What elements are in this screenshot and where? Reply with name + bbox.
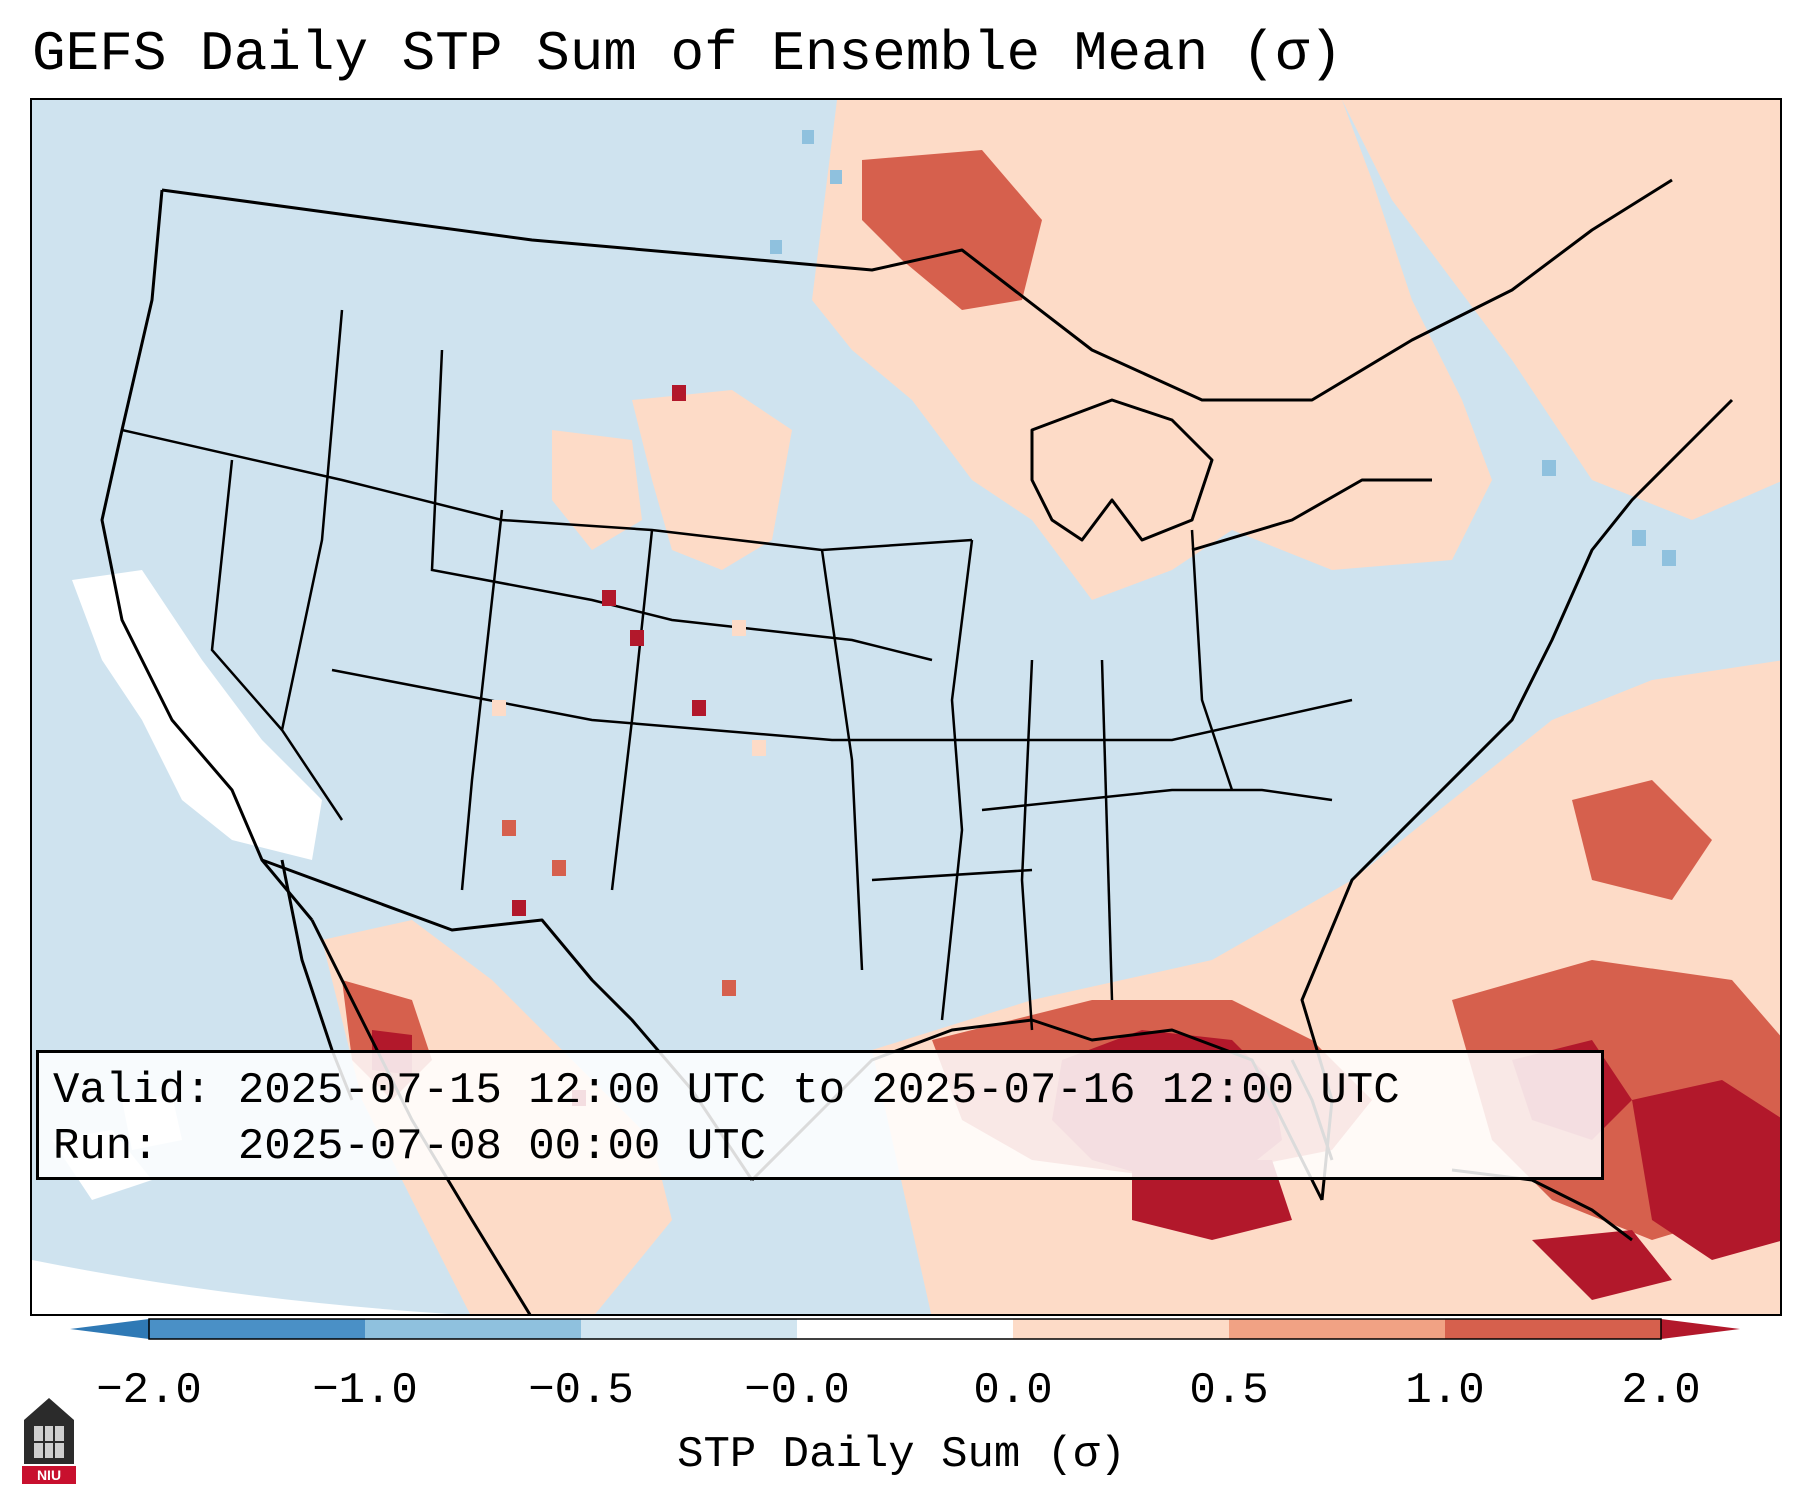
state-line-13	[1190, 529, 1234, 791]
region-northeast-canada	[1342, 100, 1780, 520]
map-title: GEFS Daily STP Sum of Ensemble Mean (σ)	[32, 22, 1343, 86]
colorbar-label: STP Daily Sum (σ)	[677, 1430, 1126, 1480]
colorbar-tick-5: 0.0	[973, 1366, 1053, 1416]
state-line-2	[121, 428, 973, 552]
patch-pa	[1542, 460, 1556, 476]
west-coast	[100, 189, 314, 921]
valid-time-text: Valid: 2025-07-15 12:00 UTC to 2025-07-1…	[53, 1066, 1400, 1116]
colorbar-over-triangle	[1661, 1319, 1740, 1339]
weak-negative-patches	[770, 130, 1676, 566]
logo-text: NIU	[37, 1467, 61, 1483]
cell	[552, 860, 566, 876]
patch-nd-1	[802, 130, 814, 144]
colorbar-bin	[365, 1319, 582, 1339]
patch-nd-2	[770, 240, 782, 254]
state-line-12	[981, 788, 1333, 812]
cell	[722, 980, 736, 996]
cell	[492, 700, 506, 716]
east-coast	[1300, 398, 1734, 1201]
state-line-1	[280, 309, 344, 821]
state-line-8	[820, 549, 864, 971]
valid-run-info-box: Valid: 2025-07-15 12:00 UTC to 2025-07-1…	[36, 1050, 1604, 1180]
state-line-3	[210, 459, 283, 731]
region-high-plains	[632, 390, 792, 570]
colorbar-bin	[1013, 1319, 1230, 1339]
state-line-5	[460, 509, 504, 891]
canada-us-border	[161, 178, 1673, 402]
colorbar-tick-7: 1.0	[1405, 1366, 1485, 1416]
state-line-9	[940, 539, 974, 1021]
domain-edge	[32, 1260, 450, 1314]
cell	[752, 740, 766, 756]
run-time-text: Run: 2025-07-08 00:00 UTC	[53, 1122, 766, 1172]
colorbar-bin	[149, 1319, 366, 1339]
cell	[512, 900, 526, 916]
colorbar-frame	[148, 1318, 1662, 1340]
great-lakes	[1030, 398, 1214, 542]
colorbar-tick-3: −0.5	[528, 1366, 634, 1416]
region-wyoming	[552, 430, 642, 550]
cell	[602, 590, 616, 606]
colorbar-tick-6: 0.5	[1189, 1366, 1269, 1416]
region-mn-canada	[862, 150, 1042, 310]
cell	[502, 820, 516, 836]
cell	[732, 620, 746, 636]
colorbar-under-triangle	[70, 1319, 149, 1339]
region-cuba-max	[1532, 1230, 1672, 1300]
colorbar-bin	[581, 1319, 798, 1339]
colorbar-tick-4: −0.0	[744, 1366, 850, 1416]
colorbar-bin	[1445, 1319, 1662, 1339]
patch-ne-2	[1662, 550, 1676, 566]
cell	[630, 630, 644, 646]
state-lines	[121, 309, 1353, 1031]
cell	[692, 700, 706, 716]
state-line-10	[1020, 659, 1034, 1031]
colorbar-bin	[1229, 1319, 1446, 1339]
patch-ne-1	[1632, 530, 1646, 546]
region-atlantic-moderate	[1572, 780, 1712, 900]
region-caribbean-max	[1632, 1080, 1780, 1260]
colorbar-bin	[797, 1319, 1014, 1339]
state-line-4	[430, 349, 933, 662]
state-line-14	[871, 868, 1033, 882]
region-gulf-south	[1132, 1160, 1292, 1240]
colorbar	[70, 1318, 1740, 1340]
colorbar-tick-2: −1.0	[312, 1366, 418, 1416]
niu-logo: NIU	[22, 1398, 76, 1484]
state-line-6	[610, 529, 654, 891]
lake-erie-ontario	[1191, 478, 1432, 552]
state-line-7	[331, 668, 1353, 742]
patch-nd-3	[830, 170, 842, 184]
colorbar-tick-8: 2.0	[1621, 1366, 1701, 1416]
state-line-11	[1100, 659, 1114, 1001]
colorbar-tick-1: −2.0	[96, 1366, 202, 1416]
cell	[672, 385, 686, 401]
